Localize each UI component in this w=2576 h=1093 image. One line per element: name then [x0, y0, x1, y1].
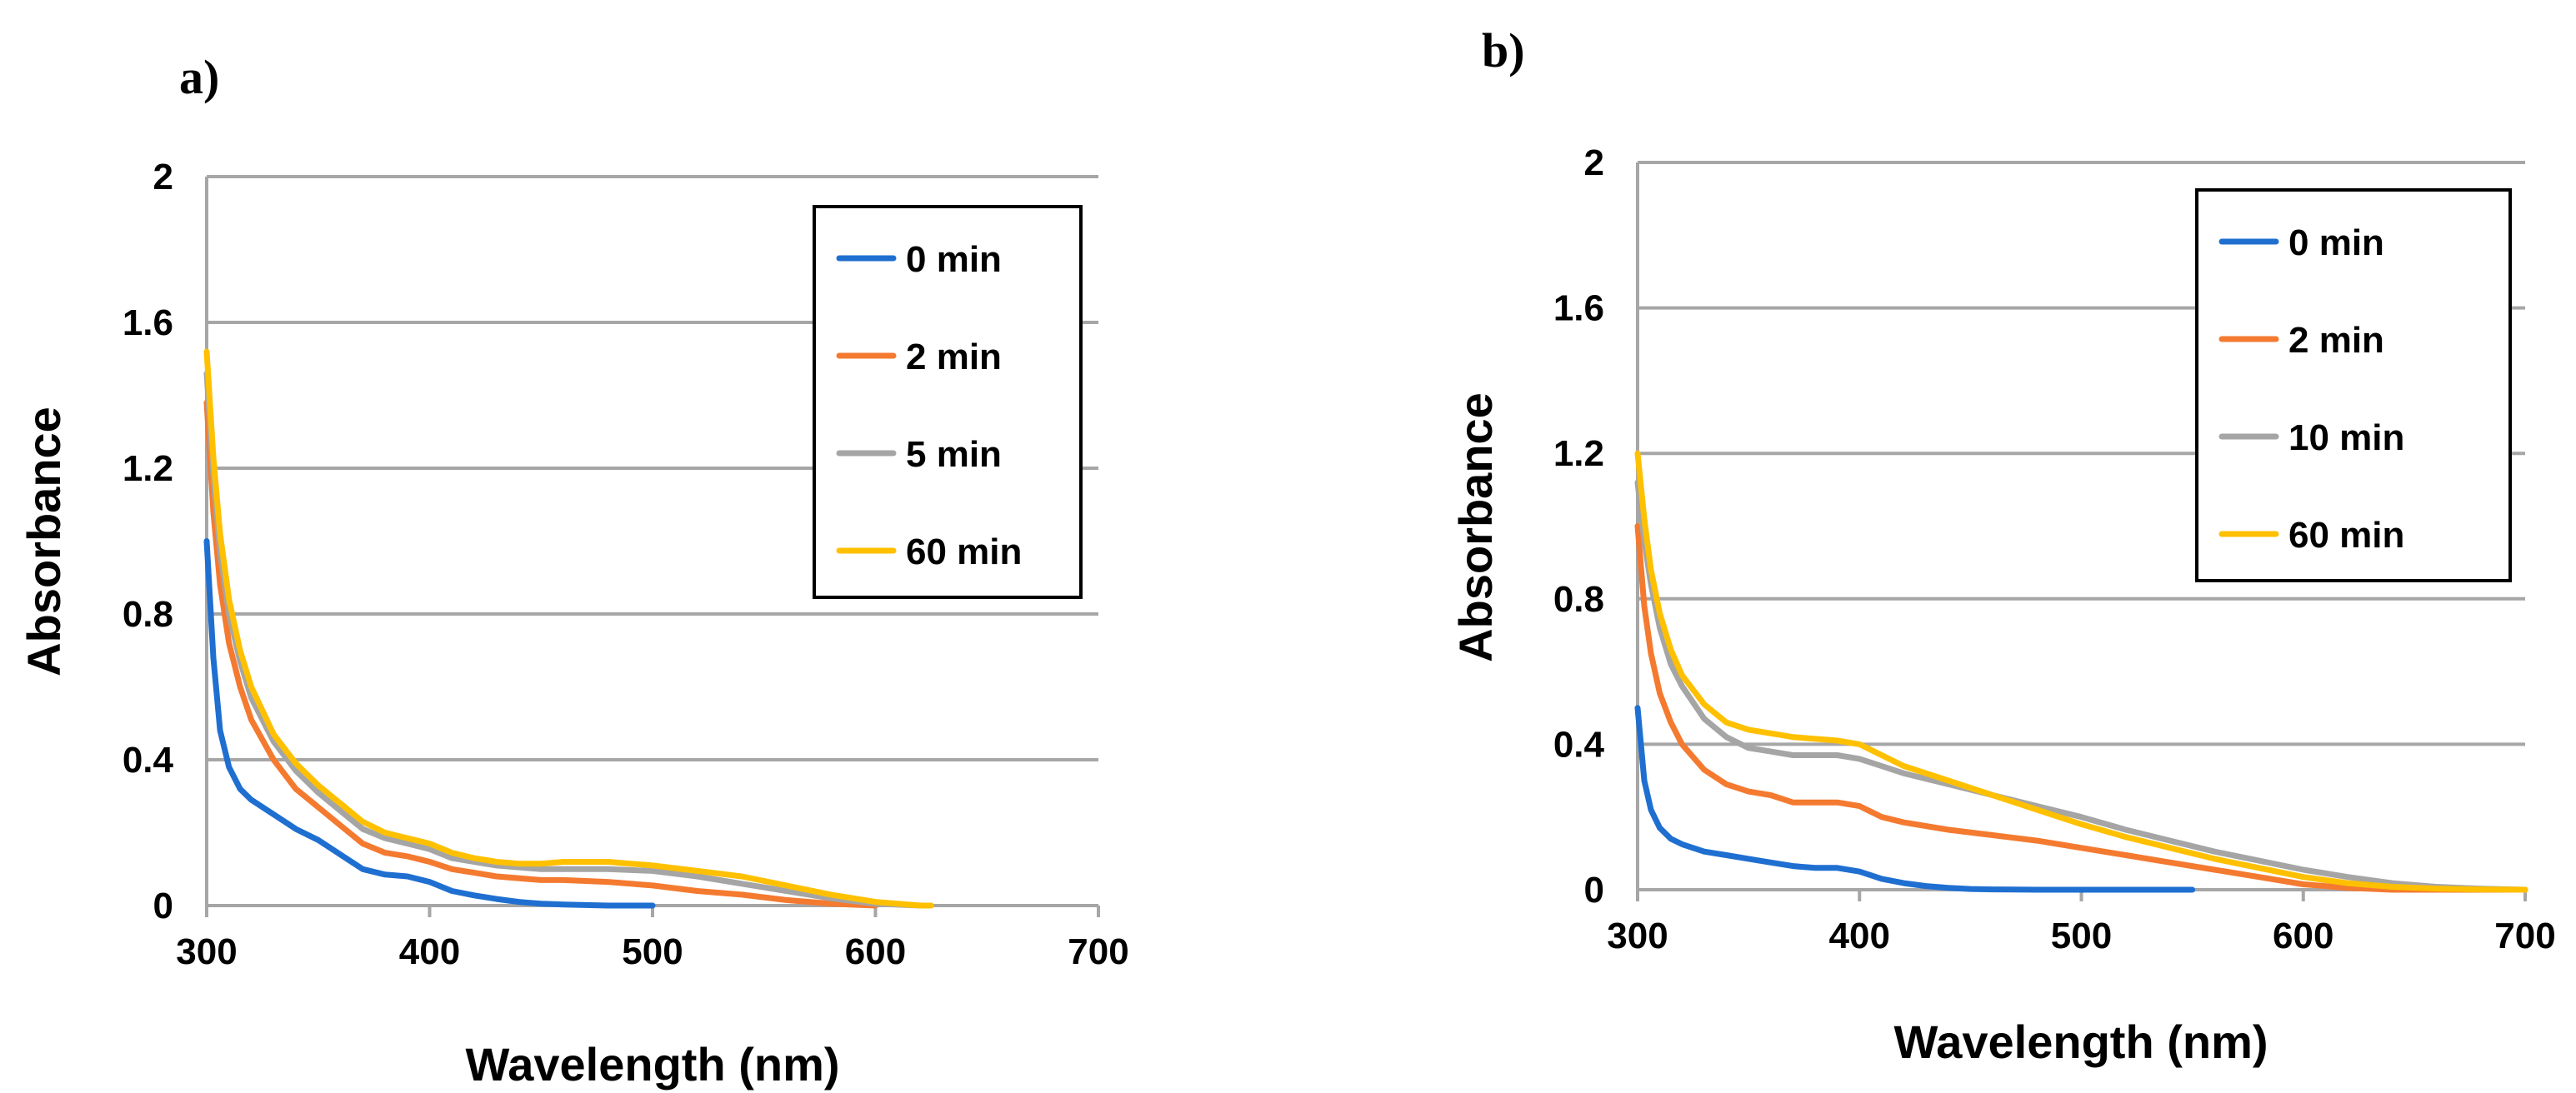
y-tick-label: 2: [1584, 142, 1604, 183]
panel-label: a): [179, 50, 219, 104]
series-line-0-min: [203, 538, 656, 909]
series-line-5-min: [203, 370, 923, 909]
x-tick-label: 700: [2494, 916, 2555, 956]
y-tick-label: 1.6: [1553, 288, 1604, 329]
series-line-2-min: [203, 399, 878, 909]
panel-label: b): [1482, 23, 1525, 77]
legend-entry: 0 min: [2288, 222, 2384, 263]
y-tick-label: 0.4: [1553, 724, 1605, 765]
legend-entry: 60 min: [906, 532, 1022, 572]
legend-entry: 10 min: [2288, 417, 2404, 458]
x-tick-label: 400: [399, 931, 460, 972]
legend-entry: 2 min: [906, 337, 1002, 377]
x-tick-label: 300: [176, 931, 237, 972]
legend: 0 min 2 min 5 min 60 min: [813, 205, 1083, 599]
x-tick-label: 500: [622, 931, 683, 972]
x-axis-title: Wavelength (nm): [1893, 1016, 2268, 1068]
series-line-10-min: [1634, 479, 2528, 893]
x-tick-label: 400: [1829, 916, 1890, 956]
y-tick-label: 1.2: [123, 448, 173, 489]
x-tick-label: 600: [2273, 916, 2333, 956]
x-axis-title: Wavelength (nm): [465, 1038, 839, 1091]
series-line-60-min: [1634, 450, 2528, 893]
chart-panel-b: b) 0 0.4 0.8 1.2 1.6 2 300 400 500 600 700 Absorbanc…: [1449, 23, 2556, 1068]
x-tick-label: 300: [1607, 916, 1668, 956]
legend: 0 min 2 min 10 min 60 min: [2195, 188, 2512, 582]
legend-box: [813, 205, 1083, 599]
legend-box: [2195, 188, 2512, 582]
y-tick-label: 0.4: [123, 740, 174, 781]
y-tick-label: 0.8: [1553, 579, 1604, 620]
y-tick-label: 0: [1584, 870, 1604, 911]
x-tick-label: 500: [2051, 916, 2112, 956]
legend-entry: 2 min: [2288, 320, 2384, 361]
x-tick-label: 700: [1068, 931, 1128, 972]
series-line-2-min: [1634, 523, 2528, 893]
legend-entry: 5 min: [906, 434, 1002, 475]
y-tick-label: 2: [153, 157, 173, 197]
chart-panel-a: a) 0 0.4 0.8 1.2 1.6 2 300 400 500 600 700 Absorbanc…: [18, 50, 1129, 1091]
series-line-0-min: [1634, 705, 2196, 893]
legend-entry: 60 min: [2288, 515, 2404, 556]
x-tick-label: 600: [845, 931, 906, 972]
y-axis-title: Absorbance: [1449, 392, 1502, 662]
legend-entry: 0 min: [906, 239, 1002, 280]
series-line-60-min: [203, 348, 934, 909]
y-axis-title: Absorbance: [18, 407, 70, 676]
y-tick-label: 0: [153, 886, 173, 926]
y-tick-label: 0.8: [123, 594, 173, 635]
y-tick-label: 1.6: [123, 302, 173, 343]
y-tick-label: 1.2: [1553, 433, 1604, 474]
